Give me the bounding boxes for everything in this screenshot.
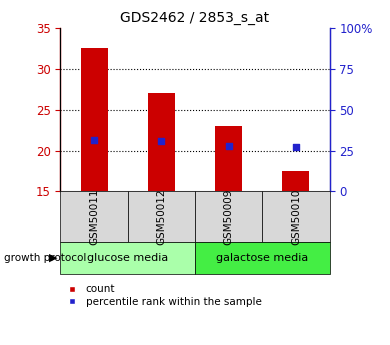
Bar <box>282 171 309 191</box>
Bar <box>148 93 175 191</box>
Text: GSM50011: GSM50011 <box>89 188 99 245</box>
Title: GDS2462 / 2853_s_at: GDS2462 / 2853_s_at <box>121 11 269 25</box>
Text: glucose media: glucose media <box>87 253 168 263</box>
Bar <box>215 126 242 191</box>
Text: growth protocol: growth protocol <box>4 253 86 263</box>
Text: GSM50012: GSM50012 <box>156 188 167 245</box>
Text: ▶: ▶ <box>49 253 58 263</box>
Text: galactose media: galactose media <box>216 253 308 263</box>
Text: GSM50010: GSM50010 <box>291 188 301 245</box>
Point <box>225 144 232 149</box>
Point <box>91 137 97 142</box>
Legend: count, percentile rank within the sample: count, percentile rank within the sample <box>62 284 262 307</box>
Bar <box>81 48 108 191</box>
Text: GSM50009: GSM50009 <box>223 188 234 245</box>
Point <box>158 139 165 144</box>
Point <box>293 145 299 150</box>
